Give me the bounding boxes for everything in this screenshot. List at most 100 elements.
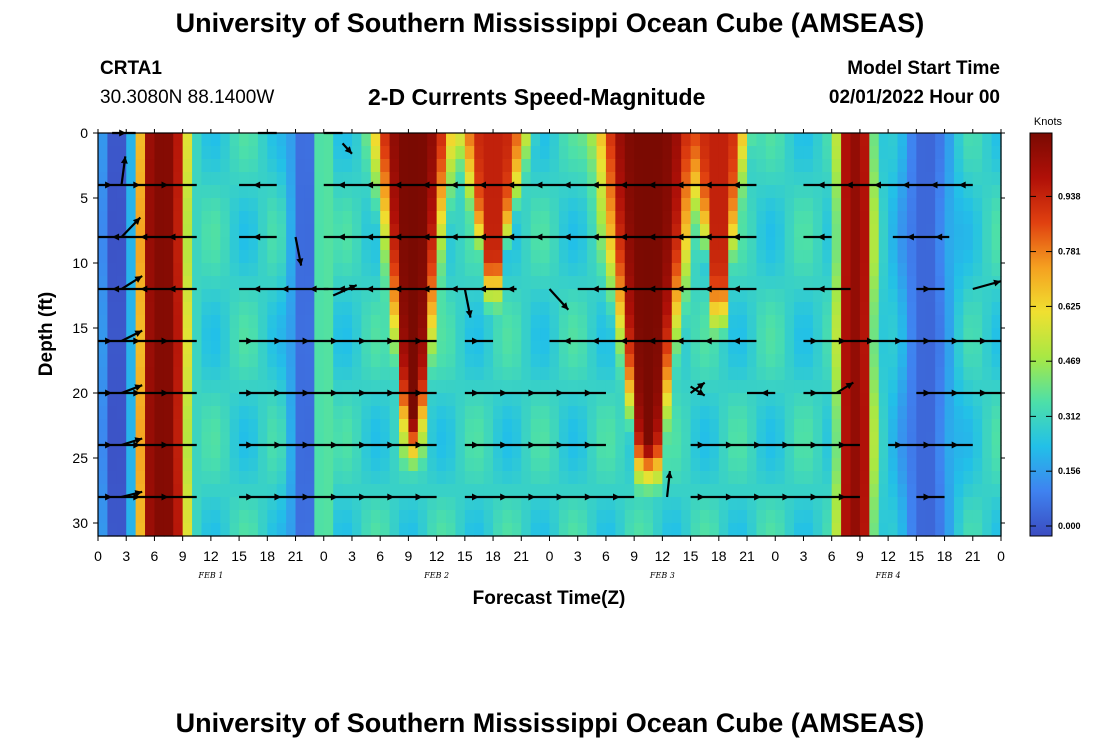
heatmap-cell [304, 289, 315, 303]
x-tick-label: 9 [179, 548, 187, 564]
heatmap-cell [709, 159, 720, 173]
heatmap-cell [201, 224, 212, 238]
heatmap-cell [982, 159, 993, 173]
heatmap-cell [314, 380, 325, 394]
heatmap-cell [417, 159, 428, 173]
heatmap-cell [493, 367, 504, 381]
heatmap-cell [304, 406, 315, 420]
heatmap-cell [831, 211, 842, 225]
heatmap-cell [389, 263, 400, 277]
arrow-head [387, 337, 395, 345]
heatmap-cell [888, 172, 899, 186]
heatmap-cell [803, 406, 814, 420]
heatmap-cell [700, 146, 711, 160]
heatmap-cell [295, 471, 306, 485]
heatmap-cell [935, 497, 946, 511]
heatmap-cell [446, 471, 457, 485]
heatmap-cell [765, 471, 776, 485]
heatmap-cell [765, 185, 776, 199]
heatmap-cell [304, 133, 315, 147]
heatmap-cell [511, 211, 522, 225]
heatmap-cell [210, 406, 221, 420]
heatmap-cell [681, 237, 692, 251]
heatmap-cell [135, 471, 146, 485]
heatmap-cell [126, 445, 137, 459]
heatmap-cell [634, 224, 645, 238]
heatmap-cell [163, 315, 174, 329]
heatmap-cell [756, 367, 767, 381]
heatmap-cell [681, 523, 692, 537]
arrow-head [302, 441, 310, 449]
heatmap-cell [784, 289, 795, 303]
heatmap-cell [718, 198, 729, 212]
heatmap-cell [107, 393, 118, 407]
heatmap-cell [173, 276, 184, 290]
arrow-head [584, 389, 592, 397]
heatmap-cell [126, 406, 137, 420]
heatmap-cell [436, 419, 447, 433]
heatmap-cell [408, 510, 419, 524]
heatmap-cell [859, 380, 870, 394]
heatmap-cell [361, 250, 372, 264]
heatmap-cell [652, 172, 663, 186]
heatmap-cell [464, 510, 475, 524]
heatmap-cell [210, 419, 221, 433]
heatmap-cell [925, 224, 936, 238]
heatmap-cell [812, 315, 823, 329]
heatmap-cell [935, 185, 946, 199]
heatmap-cell [615, 406, 626, 420]
heatmap-cell [925, 393, 936, 407]
arrow-head [923, 389, 931, 397]
heatmap-cell [728, 146, 739, 160]
heatmap-cell [145, 211, 156, 225]
heatmap-cell [540, 133, 551, 147]
arrow-head [676, 285, 684, 293]
arrow-head [923, 493, 931, 501]
heatmap-cell [464, 419, 475, 433]
heatmap-cell [257, 354, 268, 368]
heatmap-cell [897, 289, 908, 303]
heatmap-cell [521, 276, 532, 290]
heatmap-cell [671, 406, 682, 420]
heatmap-cell [605, 497, 616, 511]
heatmap-cell [530, 198, 541, 212]
heatmap-cell [276, 367, 287, 381]
heatmap-cell [333, 172, 344, 186]
heatmap-cell [192, 250, 203, 264]
heatmap-cell [643, 393, 654, 407]
arrow-head [246, 441, 254, 449]
heatmap-cell [521, 185, 532, 199]
heatmap-cell [652, 263, 663, 277]
heatmap-cell [351, 393, 362, 407]
heatmap-cell [549, 471, 560, 485]
heatmap-cell [765, 445, 776, 459]
heatmap-cell [935, 263, 946, 277]
heatmap-cell [314, 445, 325, 459]
heatmap-cell [897, 458, 908, 472]
heatmap-cell [342, 198, 353, 212]
heatmap-cell [944, 380, 955, 394]
heatmap-cell [953, 445, 964, 459]
heatmap-cell [182, 510, 193, 524]
heatmap-cell [192, 523, 203, 537]
heatmap-cell [154, 250, 165, 264]
heatmap-cell [897, 133, 908, 147]
heatmap-cell [239, 159, 250, 173]
heatmap-cell [558, 497, 569, 511]
heatmap-cell [201, 159, 212, 173]
heatmap-cell [671, 159, 682, 173]
heatmap-cell [502, 419, 513, 433]
heatmap-cell [389, 172, 400, 186]
heatmap-cell [709, 497, 720, 511]
heatmap-cell [455, 172, 466, 186]
heatmap-cell [342, 432, 353, 446]
heatmap-cell [351, 458, 362, 472]
heatmap-cell [295, 380, 306, 394]
heatmap-cell [304, 146, 315, 160]
heatmap-cell [850, 146, 861, 160]
heatmap-cell [210, 523, 221, 537]
heatmap-cell [493, 302, 504, 316]
heatmap-cell [192, 198, 203, 212]
heatmap-cell [935, 159, 946, 173]
heatmap-cell [906, 302, 917, 316]
